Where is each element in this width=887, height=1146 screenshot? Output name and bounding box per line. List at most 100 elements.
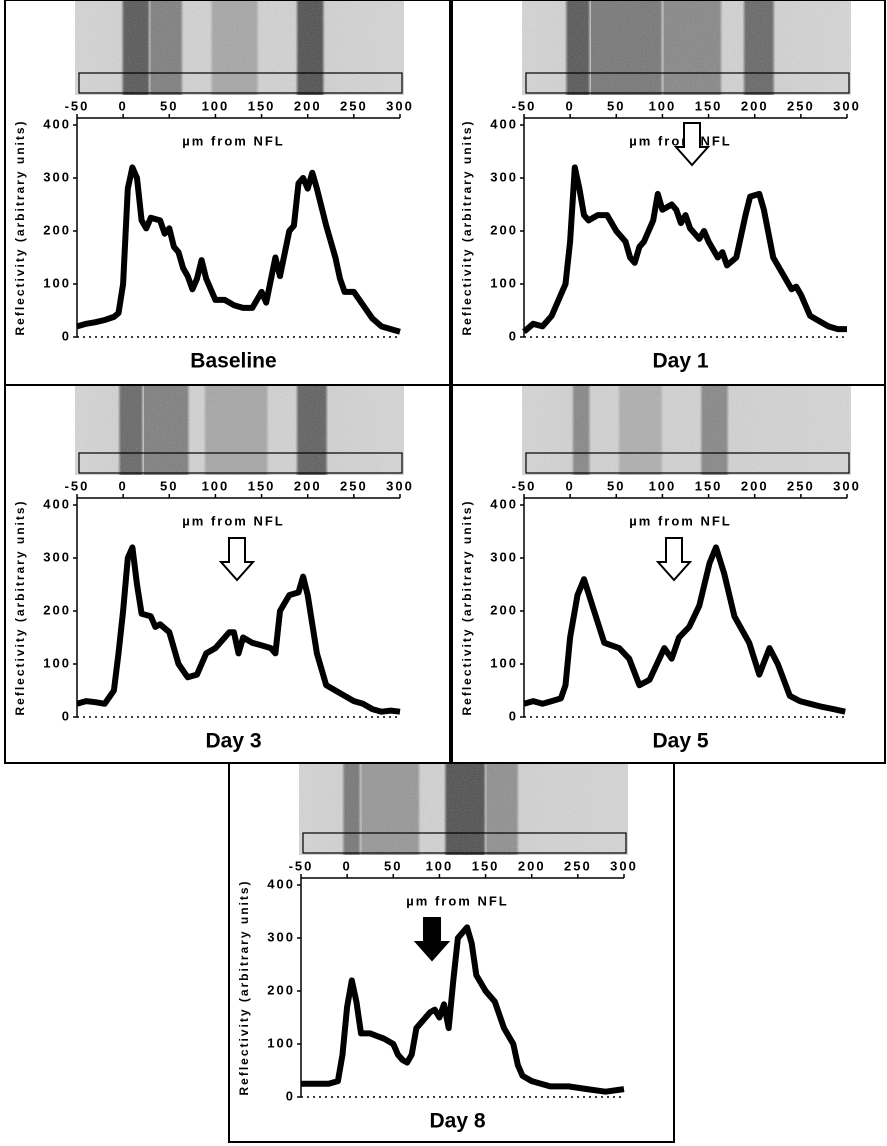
panel: -50 0 50 100 150 200 250 300 0 100 200 300 400 µm fro… [4, 0, 451, 386]
panel-border [228, 762, 675, 1143]
x-tick-label: 300 [610, 858, 638, 873]
panel: -50 0 50 100 150 200 250 300 0 100 200 300 400 µm fro… [451, 384, 886, 764]
y-tick-label: 0 [509, 708, 518, 723]
y-axis-label: Reflectivity (arbitrary units) [13, 499, 27, 715]
x-tick-label: 0 [566, 478, 575, 493]
x-tick-label: 200 [518, 858, 546, 873]
x-tick-label: 50 [160, 478, 178, 493]
x-tick-label: 250 [340, 98, 368, 113]
y-tick-label: 100 [43, 655, 71, 670]
x-tick-label: 150 [695, 478, 723, 493]
x-tick-label: 200 [294, 98, 322, 113]
y-tick-label: 300 [490, 549, 518, 564]
y-tick-label: 300 [43, 549, 71, 564]
x-tick-label: 200 [741, 98, 769, 113]
y-tick-label: 400 [43, 116, 71, 131]
y-tick-label: 400 [490, 116, 518, 131]
x-tick-label: 50 [607, 98, 625, 113]
x-tick-label: 50 [607, 478, 625, 493]
x-tick-label: 150 [695, 98, 723, 113]
arrow [218, 537, 256, 582]
x-tick-label: 0 [566, 98, 575, 113]
arrow [413, 917, 451, 962]
roi-box [78, 452, 403, 474]
x-axis-label: µm from NFL [182, 513, 284, 528]
x-axis-label: µm from NFL [629, 513, 731, 528]
panel: -50 0 50 100 150 200 250 300 0 100 200 300 400 µm fro… [451, 0, 886, 386]
x-tick-label: 100 [649, 98, 677, 113]
y-tick-label: 300 [43, 169, 71, 184]
x-tick-label: 300 [833, 98, 861, 113]
y-tick-label: 200 [490, 222, 518, 237]
roi-box [302, 832, 627, 854]
x-tick-label: 250 [564, 858, 592, 873]
x-axis-label: µm from NFL [182, 133, 284, 148]
y-axis-label: Reflectivity (arbitrary units) [237, 879, 251, 1095]
roi-box [525, 72, 850, 94]
y-tick-label: 400 [490, 496, 518, 511]
y-tick-label: 0 [62, 328, 71, 343]
x-tick-label: -50 [65, 98, 90, 113]
panel: -50 0 50 100 150 200 250 300 0 100 200 300 400 µm fro… [4, 384, 451, 764]
x-tick-label: 200 [741, 478, 769, 493]
x-tick-label: 100 [649, 478, 677, 493]
reflectivity-line [76, 164, 401, 335]
reflectivity-line [522, 164, 847, 334]
roi-box [78, 72, 403, 94]
x-tick-label: 250 [340, 478, 368, 493]
y-tick-label: 400 [43, 496, 71, 511]
y-axis-label: Reflectivity (arbitrary units) [460, 499, 474, 715]
x-tick-label: 300 [833, 478, 861, 493]
reflectivity-line [301, 924, 625, 1095]
x-tick-label: 100 [202, 98, 230, 113]
oct-noise [522, 1, 851, 95]
x-tick-label: 50 [160, 98, 178, 113]
panel-title: Day 1 [652, 350, 708, 373]
x-tick-label: 300 [386, 478, 414, 493]
reflectivity-line [523, 544, 846, 715]
panel-border [4, 384, 451, 764]
reflectivity-line [76, 544, 401, 715]
arrow [673, 122, 711, 167]
oct-noise [75, 1, 404, 95]
x-tick-label: 0 [119, 478, 128, 493]
x-tick-label: 250 [787, 478, 815, 493]
x-tick-label: -50 [512, 478, 537, 493]
y-tick-label: 100 [490, 275, 518, 290]
y-tick-label: 200 [43, 602, 71, 617]
y-tick-label: 0 [509, 328, 518, 343]
y-tick-label: 200 [490, 602, 518, 617]
y-tick-label: 200 [267, 982, 295, 997]
x-tick-label: 150 [472, 858, 500, 873]
x-tick-label: 150 [248, 98, 276, 113]
x-tick-label: 0 [343, 858, 352, 873]
y-axis-label: Reflectivity (arbitrary units) [13, 119, 27, 335]
y-tick-label: 100 [43, 275, 71, 290]
y-tick-label: 0 [286, 1088, 295, 1103]
panel-title: Day 3 [205, 730, 261, 753]
roi-box [525, 452, 850, 474]
x-tick-label: -50 [289, 858, 314, 873]
x-tick-label: 100 [202, 478, 230, 493]
y-axis-label: Reflectivity (arbitrary units) [460, 119, 474, 335]
x-tick-label: 100 [426, 858, 454, 873]
y-tick-label: 300 [267, 929, 295, 944]
x-tick-label: 50 [384, 858, 402, 873]
x-tick-label: 250 [787, 98, 815, 113]
x-tick-label: 150 [248, 478, 276, 493]
y-tick-label: 300 [490, 169, 518, 184]
y-tick-label: 100 [267, 1035, 295, 1050]
arrow [655, 537, 693, 582]
y-tick-label: 0 [62, 708, 71, 723]
oct-noise [75, 386, 404, 475]
oct-noise [522, 386, 851, 475]
x-tick-label: 0 [119, 98, 128, 113]
x-tick-label: -50 [512, 98, 537, 113]
oct-noise [299, 764, 628, 855]
x-axis-label: µm from NFL [629, 133, 731, 148]
y-tick-label: 200 [43, 222, 71, 237]
y-tick-label: 100 [490, 655, 518, 670]
x-tick-label: 300 [386, 98, 414, 113]
x-tick-label: -50 [65, 478, 90, 493]
